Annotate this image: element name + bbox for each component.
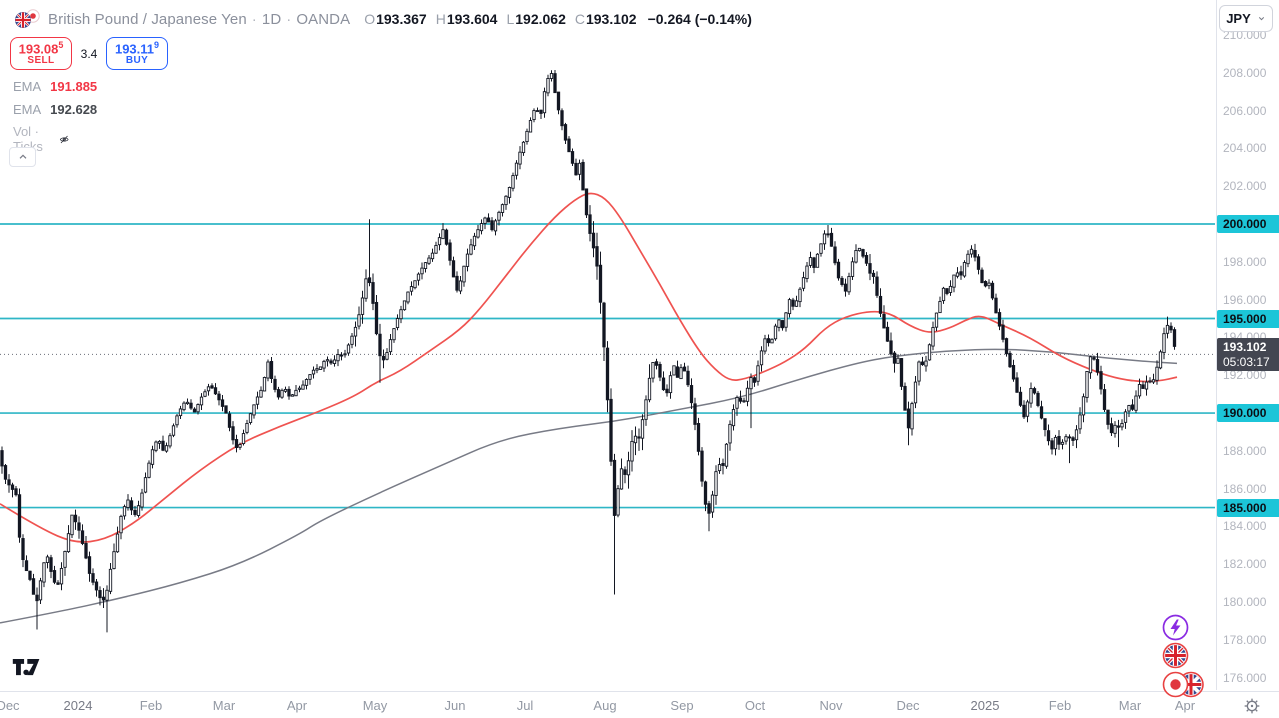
time-axis-label: Apr (286, 698, 308, 713)
gear-icon[interactable] (1243, 697, 1261, 715)
chevron-up-icon (19, 154, 26, 159)
price-axis-label: 176.000 (1223, 670, 1267, 685)
symbol-row: British Pound / Japanese Yen · 1D · OANDA O1… (14, 9, 752, 29)
spread-value: 3.4 (80, 46, 98, 61)
chart-plot-area[interactable] (0, 0, 1215, 698)
time-axis-label: Dec (896, 698, 920, 713)
price-level-label[interactable]: 195.000 (1217, 309, 1279, 328)
candlestick-chart[interactable] (0, 0, 1215, 690)
price-axis-label: 204.000 (1223, 141, 1267, 156)
time-axis-label: Apr (1174, 698, 1196, 713)
time-axis-label: Jun (444, 698, 466, 713)
time-axis-label: Aug (593, 698, 617, 713)
price-axis-label: 180.000 (1223, 595, 1267, 610)
time-axis-label: Nov (819, 698, 843, 713)
current-price-label: 193.102 05:03:17 (1217, 337, 1279, 371)
open-value: 193.367 (376, 11, 427, 27)
price-axis-label: 186.000 (1223, 481, 1267, 496)
time-axis-label: Jul (516, 698, 534, 713)
buy-button[interactable]: 193.119 BUY (106, 37, 168, 70)
bar-countdown: 05:03:17 (1223, 354, 1270, 369)
sell-button-label: SELL (27, 54, 55, 66)
gbpjpy-pair-widget-button[interactable] (1162, 671, 1206, 698)
time-axis-label: Oct (744, 698, 766, 713)
symbol-title[interactable]: British Pound / Japanese Yen · 1D · OANDA (48, 10, 351, 28)
price-axis-label: 182.000 (1223, 557, 1267, 572)
price-level-label[interactable]: 185.000 (1217, 498, 1279, 517)
price-axis-label: 196.000 (1223, 292, 1267, 307)
price-axis-label: 206.000 (1223, 103, 1267, 118)
time-axis-label: Feb (1048, 698, 1072, 713)
price-axis[interactable]: JPY 210.000 208.000 206.000 204.000 202.000 1… (1216, 0, 1279, 690)
indicator-row-ema-slow[interactable]: EMA 192.628 (13, 102, 98, 117)
lightning-widget-button[interactable] (1162, 614, 1206, 646)
price-axis-label: 208.000 (1223, 65, 1267, 80)
gbp-flag-widget-button[interactable] (1162, 642, 1206, 674)
price-axis-label: 178.000 (1223, 632, 1267, 647)
tradingview-logo-icon (12, 659, 40, 676)
symbol-name: British Pound / Japanese Yen (48, 10, 247, 28)
jpy-gbp-pair-icon (1162, 671, 1204, 698)
low-value: 192.062 (515, 11, 566, 27)
price-level-label[interactable]: 190.000 (1217, 404, 1279, 423)
sell-button[interactable]: 193.085 SELL (10, 37, 72, 70)
indicator-row-ema-fast[interactable]: EMA 191.885 (13, 79, 98, 94)
high-value: 193.604 (446, 11, 498, 27)
ema-slow-value: 192.628 (50, 102, 98, 117)
time-axis-label: 2024 (63, 698, 93, 713)
tradingview-logo[interactable] (12, 657, 41, 683)
price-axis-label: 192.000 (1223, 368, 1267, 383)
change-value: −0.264 (−0.14%) (647, 11, 752, 27)
candlestick-series (0, 70, 1177, 633)
lightning-icon (1162, 614, 1189, 641)
price-axis-label: 184.000 (1223, 519, 1267, 534)
time-axis-label: Sep (670, 698, 694, 713)
ema-fast-value: 191.885 (50, 79, 98, 94)
floating-widgets (1162, 614, 1206, 698)
buy-button-label: BUY (125, 54, 149, 66)
ema-fast-line[interactable] (0, 192, 1178, 543)
time-axis-label: Mar (212, 698, 236, 713)
symbol-pair-logo-icon (14, 9, 41, 29)
trade-buttons: 193.085 SELL 3.4 193.119 BUY (10, 37, 168, 70)
exchange-label: OANDA (296, 10, 351, 28)
price-axis-label: 202.000 (1223, 179, 1267, 194)
ema-slow-line[interactable] (0, 348, 1178, 624)
price-axis-label: 188.000 (1223, 443, 1267, 458)
currency-selector-button[interactable]: JPY (1219, 5, 1273, 32)
uk-flag-icon (1162, 642, 1189, 669)
time-axis-label: Mar (1118, 698, 1142, 713)
ohlc-values: O193.367 H193.604 L192.062 C193.102 −0.2… (364, 11, 752, 27)
close-value: 193.102 (585, 11, 637, 27)
time-axis-label: 2025 (970, 698, 1000, 713)
time-axis-label: Feb (139, 698, 163, 713)
level-lines (0, 223, 1215, 509)
price-axis-label: 198.000 (1223, 254, 1267, 269)
price-level-label[interactable]: 200.000 (1217, 215, 1279, 233)
eye-off-icon[interactable] (59, 131, 69, 148)
currency-label: JPY (1226, 11, 1251, 26)
legend-collapse-button[interactable] (9, 147, 36, 167)
time-axis[interactable]: Dec 2024 Feb Mar Apr May Jun Jul Aug Sep Oct Nov Dec… (0, 691, 1279, 718)
chevron-down-icon (1258, 17, 1264, 21)
interval-label: 1D (261, 10, 282, 28)
time-axis-label: May (362, 698, 388, 713)
time-axis-label: Dec (0, 698, 20, 713)
